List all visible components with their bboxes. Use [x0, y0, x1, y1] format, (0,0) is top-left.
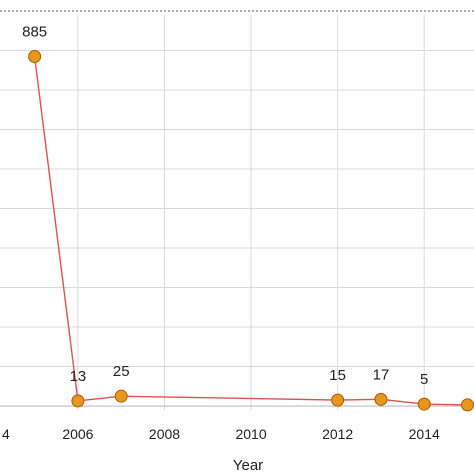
- data-labels: 885 13 25 15 17 5: [22, 23, 428, 388]
- data-point: [331, 393, 345, 407]
- x-tick-label: 2010: [235, 426, 266, 442]
- x-tick-labels: 4 2006 2008 2010 2012 2014: [2, 426, 440, 442]
- data-point: [417, 397, 431, 411]
- data-point: [461, 398, 474, 412]
- data-point: [114, 389, 128, 403]
- x-tick-label: 2008: [149, 426, 180, 442]
- x-tick-label: 2014: [409, 426, 440, 442]
- data-label: 5: [420, 371, 428, 388]
- data-label: 25: [113, 363, 130, 380]
- data-label: 17: [373, 366, 390, 383]
- data-label: 885: [22, 23, 47, 40]
- x-tick-label: 4: [2, 426, 10, 442]
- data-markers: [28, 49, 474, 412]
- grid-lines: [0, 15, 474, 410]
- data-label: 13: [70, 368, 87, 385]
- data-label: 15: [329, 367, 346, 384]
- x-axis-title: Year: [233, 457, 263, 474]
- data-point: [71, 394, 85, 408]
- x-tick-label: 2006: [62, 426, 93, 442]
- data-point: [374, 392, 388, 406]
- data-point: [28, 49, 42, 63]
- x-tick-label: 2012: [322, 426, 353, 442]
